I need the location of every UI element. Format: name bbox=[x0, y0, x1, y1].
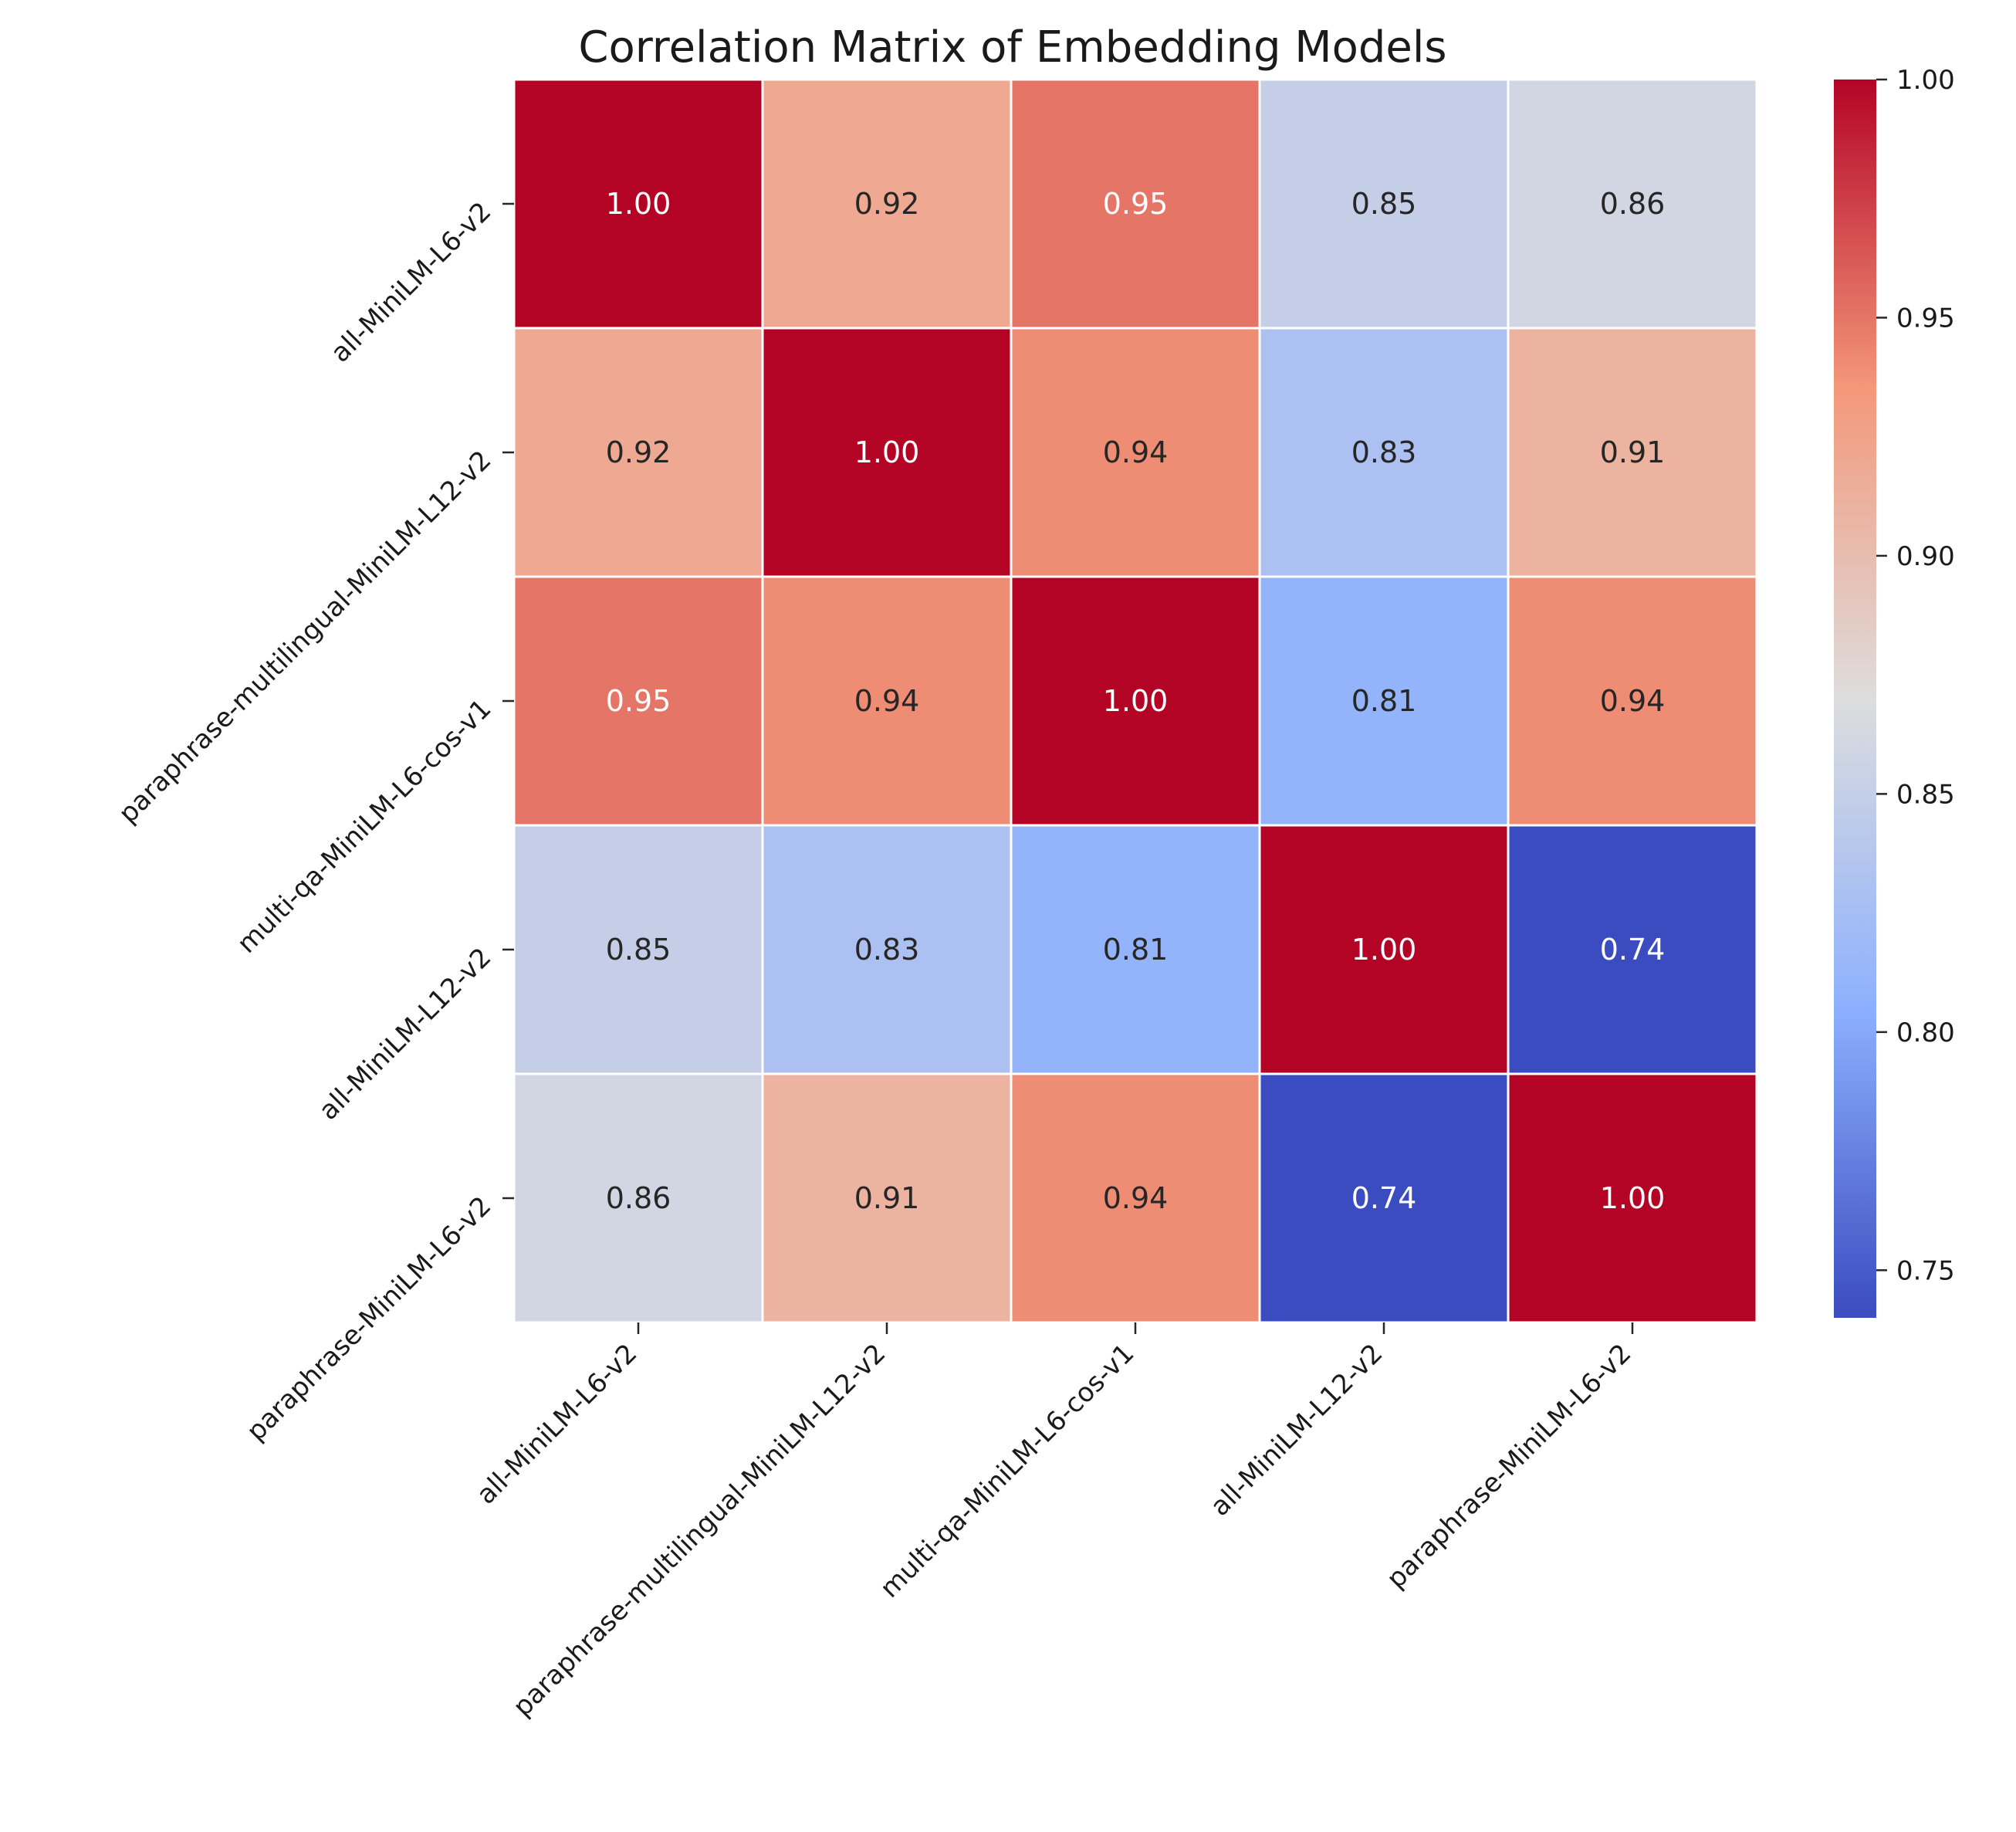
cell-value-label: 0.92 bbox=[854, 187, 920, 221]
cell-value-label: 0.92 bbox=[606, 435, 671, 469]
heatmap-cell bbox=[1010, 1072, 1261, 1324]
cell-value-label: 0.94 bbox=[1600, 684, 1666, 718]
heatmap-cell bbox=[512, 327, 764, 578]
cell-value-label: 0.91 bbox=[854, 1181, 920, 1215]
colorbar: 0.75 0.80 0.85 0.90 0.95 1.00 bbox=[1834, 65, 1955, 1318]
heatmap-cell bbox=[1010, 78, 1261, 330]
heatmap-cell bbox=[761, 575, 1013, 827]
colorbar-tick-label: 1.00 bbox=[1896, 65, 1955, 96]
cell-value-label: 0.91 bbox=[1600, 435, 1666, 469]
colorbar-tick-label: 0.90 bbox=[1896, 541, 1955, 572]
cell-value-label: 0.94 bbox=[854, 684, 920, 718]
heatmap-cell bbox=[512, 1072, 764, 1324]
cell-value-label: 0.81 bbox=[1103, 933, 1169, 967]
x-tick-label: multi-qa-MiniLM-L6-cos-v1 bbox=[874, 1338, 1141, 1604]
cell-value-label: 0.74 bbox=[1600, 933, 1666, 967]
heatmap-cell bbox=[1507, 575, 1758, 827]
y-axis: all-MiniLM-L6-v2paraphrase-multilingual-… bbox=[113, 196, 514, 1447]
heatmap-cell bbox=[1010, 575, 1261, 827]
heatmap-cell bbox=[1010, 824, 1261, 1075]
heatmap-cell bbox=[761, 1072, 1013, 1324]
cell-value-label: 0.95 bbox=[606, 684, 671, 718]
x-tick-label: all-MiniLM-L6-v2 bbox=[471, 1338, 643, 1510]
cell-value-label: 0.83 bbox=[1351, 435, 1417, 469]
cell-value-label: 1.00 bbox=[1103, 684, 1169, 718]
heatmap-cells: 1.00 0.92 0.95 0.85 0.86 0.92 1.00 0.94 0.83 0.91… bbox=[512, 78, 1758, 1324]
cell-value-label: 0.85 bbox=[606, 933, 671, 967]
cell-value-label: 0.95 bbox=[1103, 187, 1169, 221]
colorbar-tick-label: 0.80 bbox=[1896, 1018, 1955, 1048]
cell-value-label: 1.00 bbox=[854, 435, 920, 469]
cell-value-label: 1.00 bbox=[1600, 1181, 1666, 1215]
heatmap-cell bbox=[1258, 824, 1510, 1075]
heatmap-cell bbox=[1258, 78, 1510, 330]
heatmap-cell bbox=[1507, 824, 1758, 1075]
heatmap-cell bbox=[761, 824, 1013, 1075]
heatmap-cell bbox=[761, 78, 1013, 330]
chart-title: Correlation Matrix of Embedding Models bbox=[578, 22, 1446, 73]
cell-value-label: 0.85 bbox=[1351, 187, 1417, 221]
x-tick-label: all-MiniLM-L12-v2 bbox=[1205, 1338, 1389, 1522]
cell-value-label: 0.81 bbox=[1351, 684, 1417, 718]
colorbar-gradient bbox=[1834, 80, 1876, 1318]
heatmap-cell bbox=[1258, 575, 1510, 827]
y-tick-label: paraphrase-MiniLM-L6-v2 bbox=[241, 1190, 497, 1447]
cell-value-label: 0.94 bbox=[1103, 1181, 1169, 1215]
colorbar-tick-label: 0.85 bbox=[1896, 779, 1955, 810]
cell-value-label: 1.00 bbox=[1351, 933, 1417, 967]
heatmap-cell bbox=[1507, 327, 1758, 578]
y-tick-label: all-MiniLM-L12-v2 bbox=[313, 942, 498, 1126]
cell-value-label: 0.94 bbox=[1103, 435, 1169, 469]
heatmap-cell bbox=[1010, 327, 1261, 578]
y-tick-label: all-MiniLM-L6-v2 bbox=[325, 196, 497, 368]
colorbar-tick-label: 0.95 bbox=[1896, 303, 1955, 334]
x-axis: all-MiniLM-L6-v2paraphrase-multilingual-… bbox=[471, 1322, 1637, 1722]
y-tick-label: multi-qa-MiniLM-L6-cos-v1 bbox=[232, 693, 498, 960]
cell-value-label: 0.86 bbox=[1600, 187, 1666, 221]
heatmap-cell bbox=[512, 78, 764, 330]
cell-value-label: 1.00 bbox=[606, 187, 671, 221]
cell-value-label: 0.74 bbox=[1351, 1181, 1417, 1215]
colorbar-tick-label: 0.75 bbox=[1896, 1255, 1955, 1286]
cell-value-label: 0.86 bbox=[606, 1181, 671, 1215]
heatmap-cell bbox=[1507, 1072, 1758, 1324]
cell-value-label: 0.83 bbox=[854, 933, 920, 967]
heatmap-cell bbox=[1507, 78, 1758, 330]
colorbar-ticks: 0.75 0.80 0.85 0.90 0.95 1.00 bbox=[1876, 65, 1955, 1286]
x-tick-label: paraphrase-MiniLM-L6-v2 bbox=[1381, 1338, 1637, 1594]
